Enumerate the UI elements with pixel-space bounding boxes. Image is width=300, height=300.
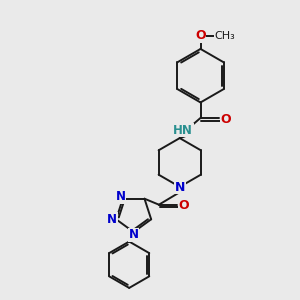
Text: N: N	[107, 213, 117, 226]
Text: N: N	[129, 228, 139, 241]
Text: O: O	[195, 29, 206, 42]
Text: O: O	[178, 200, 189, 212]
Text: O: O	[220, 112, 231, 126]
Text: N: N	[175, 181, 185, 194]
Text: N: N	[116, 190, 125, 203]
Text: HN: HN	[173, 124, 193, 136]
Text: CH₃: CH₃	[214, 32, 235, 41]
